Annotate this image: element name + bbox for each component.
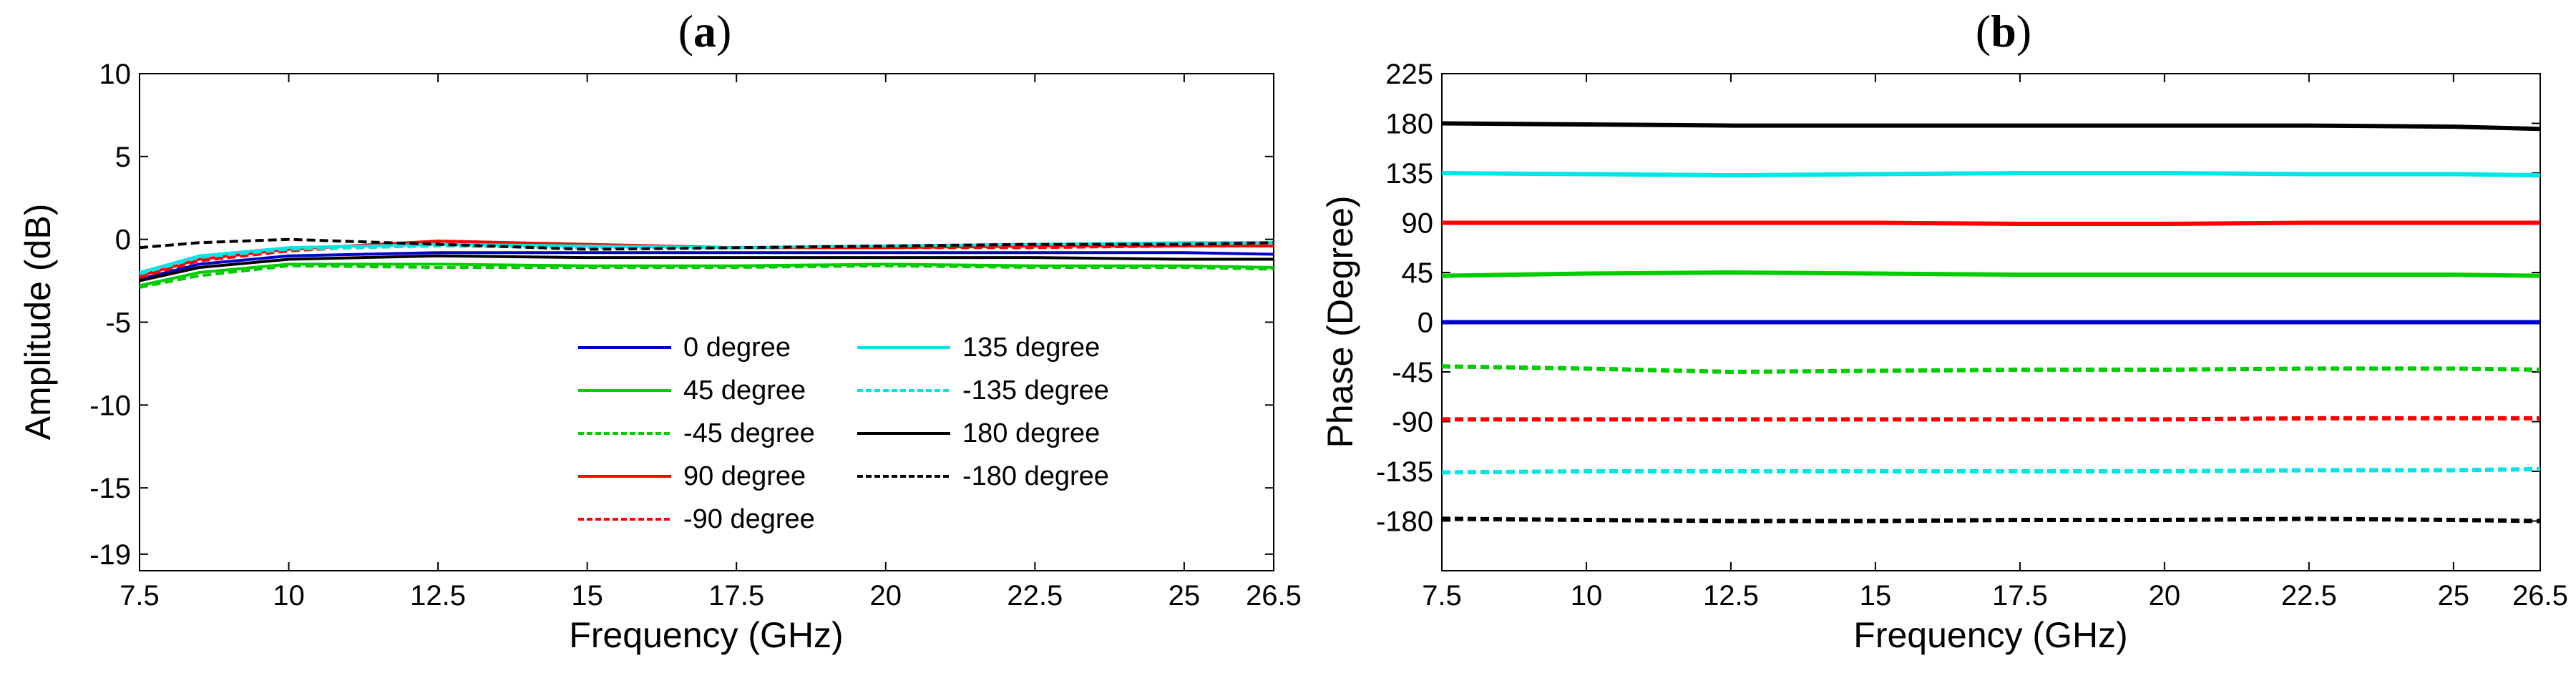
legend-label-neg45-degree: -45 degree: [683, 418, 815, 448]
amplitude-panel: (a) 10 5 0 -5 -10 -15 -19 7.5 10 12.5 15 17.5 20 22.…: [18, 6, 1302, 655]
panel-a-series-lines: [139, 237, 1274, 289]
panel-b-y-axis-label: Phase (Degree): [1320, 196, 1360, 448]
panel-b-y-tick-label-90: 90: [1402, 208, 1434, 240]
panel-b-x-tick-label-7-5: 7.5: [1422, 580, 1462, 611]
panel-a-x-tick-label-17-5: 17.5: [708, 580, 764, 611]
panel-b-y-ticks: 225 180 135 90 45 0 -45 -90 -135 -180: [1376, 59, 2540, 538]
panel-a-y-tick-label-neg19: -19: [89, 539, 131, 571]
legend-label-135-degree: 135 degree: [962, 333, 1100, 363]
panel-a-legend: 0 degree 45 degree -45 degree 90 degree -90 …: [578, 333, 1109, 534]
panel-a-x-tick-label-26-5: 26.5: [1246, 580, 1302, 611]
panel-a-series-line-neg180-degree: [139, 237, 1274, 251]
panel-a-y-tick-label-neg15: -15: [89, 473, 131, 504]
legend-label-45-degree: 45 degree: [683, 375, 806, 406]
panel-a-x-ticks: 7.5 10 12.5 15 17.5 20 22.5 25 26.5: [119, 74, 1302, 611]
panel-a-x-tick-label-20: 20: [870, 580, 902, 611]
panel-b-close-paren: ): [2016, 6, 2031, 56]
panel-a-y-tick-label-10: 10: [99, 59, 132, 90]
panel-a-series-line-neg45-degree: [139, 264, 1274, 289]
legend-label-90-degree: 90 degree: [683, 461, 806, 491]
panel-a-x-tick-label-15: 15: [571, 580, 603, 611]
panel-a-y-axis-label: Amplitude (dB): [18, 204, 58, 441]
panel-a-x-axis-label: Frequency (GHz): [569, 615, 843, 655]
panel-a-letter: a: [693, 6, 716, 56]
panel-a-open-paren: (: [678, 6, 693, 56]
panel-b-x-tick-label-17-5: 17.5: [1992, 580, 2048, 611]
panel-b-y-tick-label-neg45: -45: [1392, 357, 1433, 388]
panel-a-plot-area: [139, 73, 1274, 571]
panel-b-series-lines: [1441, 121, 2541, 524]
panel-b-x-tick-label-25: 25: [2438, 580, 2470, 611]
legend-label-0-degree: 0 degree: [683, 333, 791, 363]
panel-b-y-tick-label-neg90: -90: [1392, 407, 1433, 438]
panel-a-y-ticks: 10 5 0 -5 -10 -15 -19: [89, 59, 1274, 571]
panel-a-y-tick-label-5: 5: [115, 142, 131, 173]
panel-b-series-line-135-degree: [1441, 171, 2541, 178]
panel-b-y-tick-label-45: 45: [1402, 257, 1434, 289]
panel-b-x-axis-label: Frequency (GHz): [1853, 615, 2127, 655]
panel-b-x-tick-label-26-5: 26.5: [2512, 580, 2568, 611]
panel-a-x-tick-label-12-5: 12.5: [410, 580, 466, 611]
panel-b-series-line-180-degree: [1441, 121, 2541, 132]
panel-b-x-tick-label-22-5: 22.5: [2281, 580, 2337, 611]
panel-a-y-tick-label-neg5: -5: [105, 308, 131, 339]
panel-b-y-tick-label-135: 135: [1385, 158, 1433, 190]
panel-b-y-tick-label-180: 180: [1385, 109, 1433, 140]
panel-b-series-line-90-degree: [1442, 220, 2540, 226]
panel-a-y-tick-label-0: 0: [115, 225, 131, 256]
panel-a-x-tick-label-7-5: 7.5: [119, 580, 160, 611]
panel-b-x-tick-label-12-5: 12.5: [1703, 580, 1759, 611]
legend-label-neg180-degree: -180 degree: [962, 461, 1109, 491]
panel-b-y-tick-label-neg180: -180: [1376, 506, 1433, 538]
legend-label-180-degree: 180 degree: [962, 418, 1100, 448]
panel-a-x-tick-label-10: 10: [273, 580, 305, 611]
panel-a-y-tick-label-neg10: -10: [89, 390, 131, 421]
panel-b-y-tick-label-225: 225: [1385, 59, 1433, 90]
panel-b-x-tick-label-15: 15: [1860, 580, 1892, 611]
panel-a-series-line-180-degree: [139, 254, 1274, 282]
panel-a-x-tick-label-22-5: 22.5: [1007, 580, 1063, 611]
legend-label-neg90-degree: -90 degree: [683, 504, 815, 534]
panel-a-title: (a): [678, 6, 732, 56]
panel-a-series-line-neg90-degree: [139, 241, 1274, 279]
panel-a-series-line-45-degree: [139, 262, 1274, 288]
panel-b-letter: b: [1991, 6, 2016, 56]
panel-b-x-ticks: 7.5 10 12.5 15 17.5 20 22.5 25 26.5: [1422, 74, 2568, 611]
panel-b-y-tick-label-neg135: -135: [1376, 456, 1433, 488]
legend-label-neg135-degree: -135 degree: [962, 375, 1109, 406]
panel-a-x-tick-label-25: 25: [1169, 580, 1201, 611]
panel-b-title: (b): [1976, 6, 2031, 56]
panel-a-close-paren: ): [716, 6, 731, 56]
panel-b-open-paren: (: [1976, 6, 1991, 56]
phase-panel: (b) 225 180 135 90 45 0 -45 -90 -135 -180 7.5 10 12…: [1320, 6, 2568, 655]
panel-b-x-tick-label-10: 10: [1571, 580, 1603, 611]
panel-b-x-tick-label-20: 20: [2149, 580, 2181, 611]
panel-a-series-line-0-degree: [139, 251, 1274, 281]
panel-b-series-line-45-degree: [1441, 270, 2541, 278]
panel-b-y-tick-label-0: 0: [1418, 308, 1433, 339]
